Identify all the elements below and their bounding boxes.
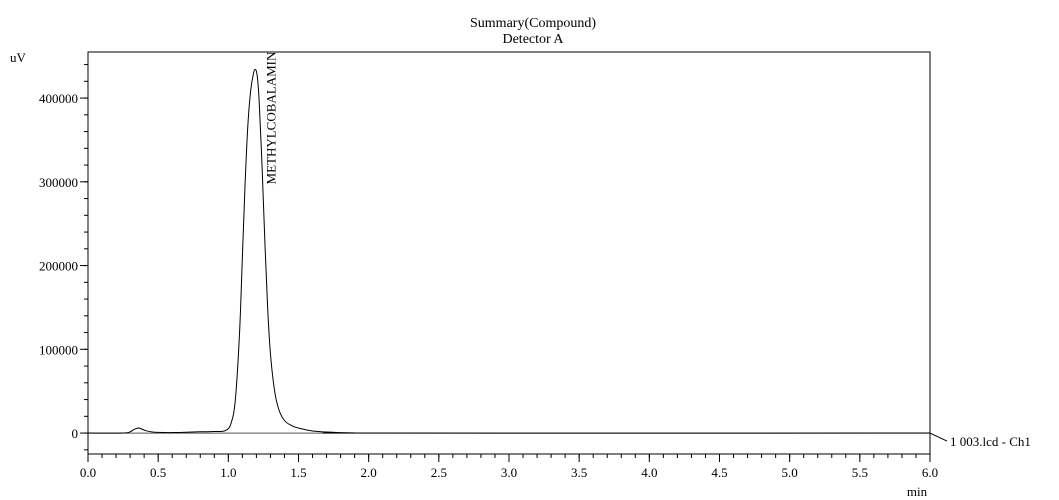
x-tick-label: 4.5 (711, 465, 727, 480)
x-tick-label: 5.5 (852, 465, 868, 480)
series-line-ch1 (87, 68, 931, 434)
y-tick-label: 100000 (39, 342, 78, 357)
y-tick-label: 200000 (39, 259, 78, 274)
y-tick-label: 300000 (39, 175, 78, 190)
x-tick-label: 3.5 (571, 465, 587, 480)
x-tick-label: 5.0 (782, 465, 798, 480)
x-tick-label: 4.0 (641, 465, 657, 480)
x-axis-unit-label: min (907, 484, 928, 499)
x-tick-label: 1.5 (290, 465, 306, 480)
peak-label-methylcobalamin: METHYLCOBALAMIN (263, 51, 278, 184)
legend-entry-ch1: 1 003.lcd - Ch1 (950, 434, 1031, 449)
x-tick-label: 1.0 (220, 465, 236, 480)
plot-frame (87, 51, 931, 455)
legend-leader-line (929, 432, 948, 442)
x-tick-label: 3.0 (501, 465, 517, 480)
y-axis-unit-label: uV (10, 50, 27, 65)
x-tick-label: 2.0 (361, 465, 377, 480)
y-tick-label: 400000 (39, 91, 78, 106)
x-tick-label: 0.5 (150, 465, 166, 480)
x-tick-label: 2.5 (431, 465, 447, 480)
x-tick-label: 6.0 (922, 465, 938, 480)
y-tick-label: 0 (72, 426, 79, 441)
chart-title: Summary(Compound) (470, 16, 596, 31)
y-axis: 0 100000 200000 300000 400000 (39, 64, 88, 451)
x-axis: 0.0 0.5 1.0 1.5 2.0 2.5 3.0 3.5 4.0 4.5 5.0 5.5 6.0 (80, 454, 938, 480)
x-tick-label: 0.0 (80, 465, 96, 480)
chart-subtitle: Detector A (502, 32, 564, 47)
